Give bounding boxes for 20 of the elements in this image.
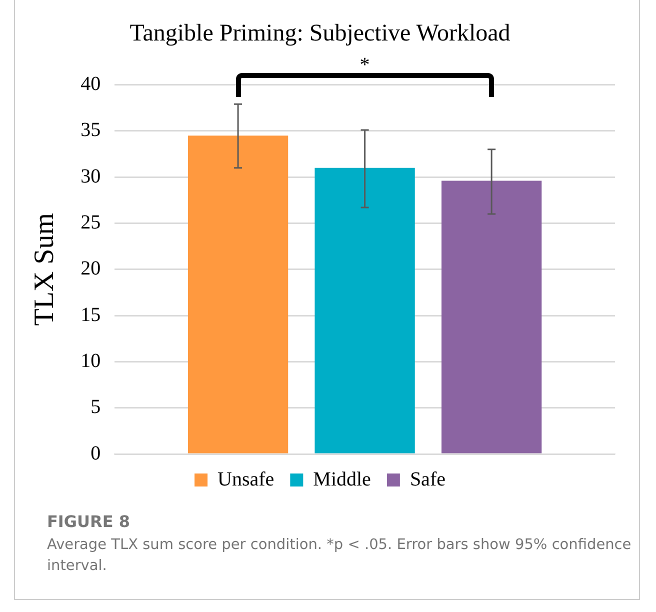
y-tick-label: 15: [80, 304, 101, 326]
legend-label: Safe: [410, 468, 446, 490]
text: Average TLX sum score per condition. *p < .05. Error bars show 95% confidence interval.: [47, 536, 632, 576]
y-tick-label: 30: [80, 165, 101, 188]
caption: FIGURE 8: [47, 512, 131, 531]
y-tick-label: 40: [80, 73, 101, 96]
y-tick-label: 10: [80, 350, 101, 372]
legend-label: Unsafe: [218, 468, 274, 490]
bar: [314, 168, 415, 454]
bar: [188, 136, 288, 454]
y-tick-label: 25: [80, 212, 101, 234]
bar: [441, 180, 542, 454]
y-tick-label: 35: [80, 119, 101, 142]
legend-label: Middle: [313, 468, 372, 490]
y-tick-label: 5: [90, 396, 101, 418]
text: *: [360, 54, 370, 76]
y-tick-label: 0: [90, 442, 101, 464]
chart-title: Tangible Priming: Subjective Workload: [130, 20, 510, 47]
y-tick-label: 20: [80, 258, 101, 280]
y-axis-title: TLX Sum: [29, 212, 60, 326]
